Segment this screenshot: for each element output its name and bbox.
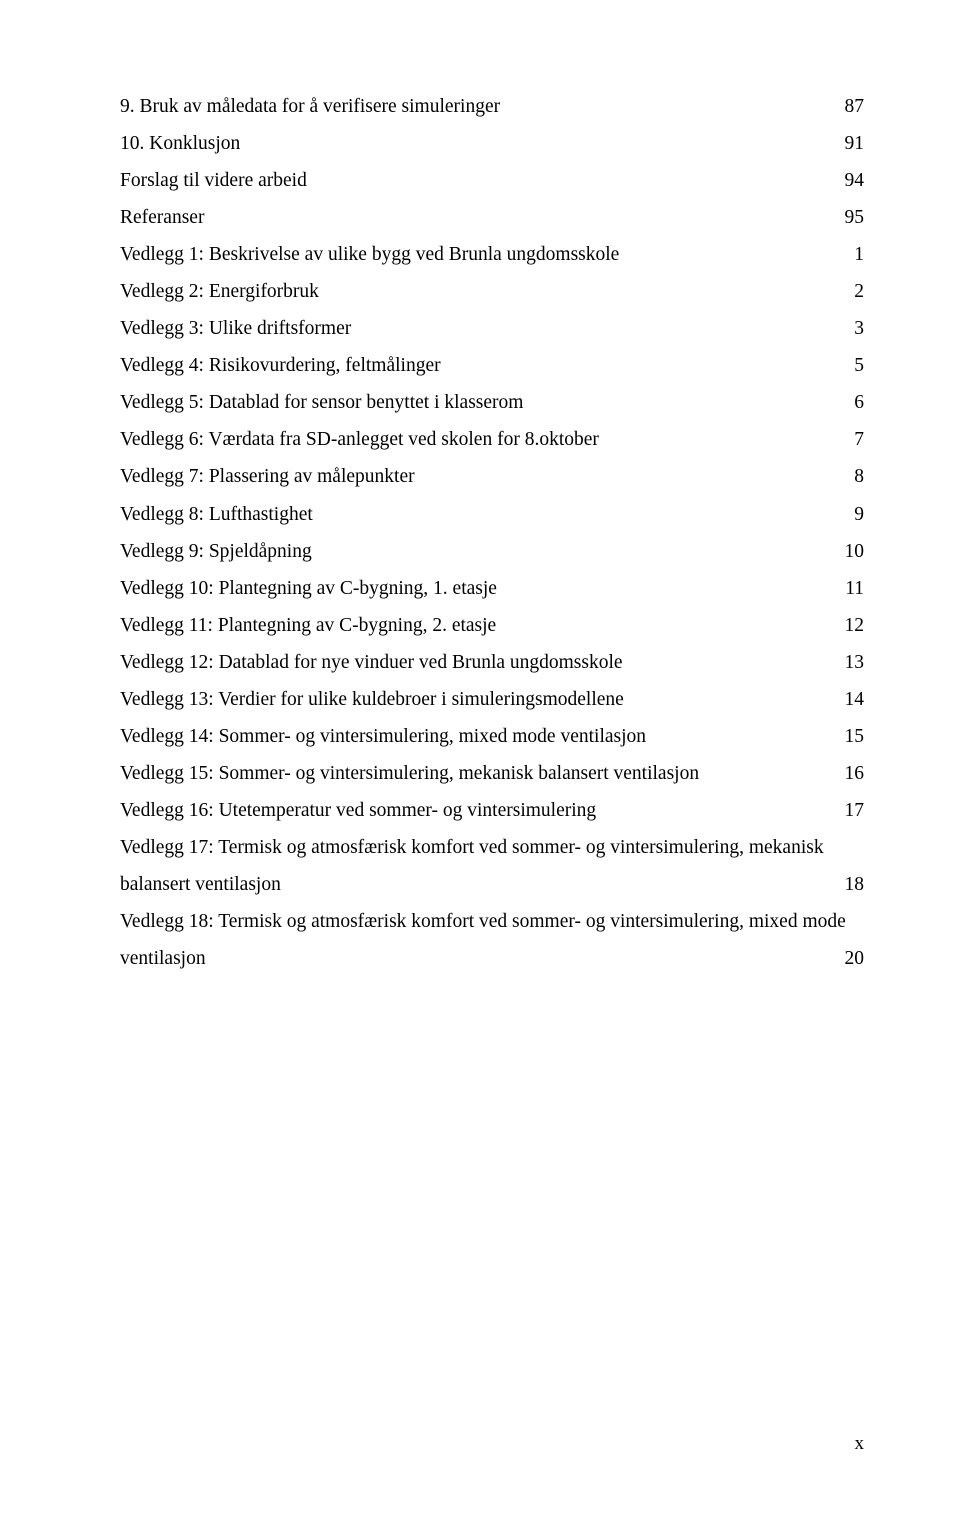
- toc-entry: Vedlegg 6: Værdata fra SD-anlegget ved s…: [120, 421, 864, 458]
- toc-entry: 10. Konklusjon 91: [120, 125, 864, 162]
- toc-entry: Referanser 95: [120, 199, 864, 236]
- toc-entry-page: 95: [845, 199, 865, 236]
- toc-entry-page: 14: [845, 681, 865, 718]
- toc-entry-label: Vedlegg 6: Værdata fra SD-anlegget ved s…: [120, 421, 599, 458]
- toc-entry: Vedlegg 14: Sommer- og vintersimulering,…: [120, 718, 864, 755]
- toc-entry-label: Vedlegg 7: Plassering av målepunkter: [120, 458, 415, 495]
- toc-entry: Vedlegg 13: Verdier for ulike kuldebroer…: [120, 681, 864, 718]
- toc-entry-label: Vedlegg 15: Sommer- og vintersimulering,…: [120, 755, 699, 792]
- toc-entry-label: Vedlegg 11: Plantegning av C-bygning, 2.…: [120, 607, 496, 644]
- toc-entry: Vedlegg 2: Energiforbruk 2: [120, 273, 864, 310]
- toc-entry-label-line1: Vedlegg 18: Termisk og atmosfærisk komfo…: [120, 903, 864, 940]
- toc-entry-label: Vedlegg 12: Datablad for nye vinduer ved…: [120, 644, 623, 681]
- toc-entry-label: Referanser: [120, 199, 204, 236]
- toc-entry: Vedlegg 3: Ulike driftsformer 3: [120, 310, 864, 347]
- toc-entry: Vedlegg 4: Risikovurdering, feltmålinger…: [120, 347, 864, 384]
- toc-entry-page: 20: [845, 940, 865, 977]
- toc-entry-page: 6: [854, 384, 864, 421]
- toc-entry: Vedlegg 7: Plassering av målepunkter 8: [120, 458, 864, 495]
- toc-entry-label: Vedlegg 4: Risikovurdering, feltmålinger: [120, 347, 441, 384]
- toc-entry-page: 12: [845, 607, 865, 644]
- toc-entry-page: 17: [845, 792, 865, 829]
- toc-entry-label: 10. Konklusjon: [120, 125, 240, 162]
- toc-entry-page: 7: [854, 421, 864, 458]
- toc-entry: Vedlegg 15: Sommer- og vintersimulering,…: [120, 755, 864, 792]
- toc-entry-page: 16: [845, 755, 865, 792]
- toc-entry-page: 9: [854, 496, 864, 533]
- toc-entry-page: 1: [854, 236, 864, 273]
- toc-entry-page: 10: [845, 533, 865, 570]
- toc-entry: Forslag til videre arbeid 94: [120, 162, 864, 199]
- page-number-footer: x: [855, 1433, 865, 1455]
- toc-page: 9. Bruk av måledata for å verifisere sim…: [0, 0, 960, 1515]
- toc-entry-page: 11: [845, 570, 864, 607]
- toc-entry-label: Vedlegg 14: Sommer- og vintersimulering,…: [120, 718, 646, 755]
- toc-entry-page: 15: [845, 718, 865, 755]
- toc-entry: Vedlegg 12: Datablad for nye vinduer ved…: [120, 644, 864, 681]
- toc-entry-page: 5: [854, 347, 864, 384]
- toc-list: 9. Bruk av måledata for å verifisere sim…: [120, 88, 864, 977]
- toc-entry-page: 18: [845, 866, 865, 903]
- toc-entry: Vedlegg 5: Datablad for sensor benyttet …: [120, 384, 864, 421]
- toc-entry-label: Forslag til videre arbeid: [120, 162, 307, 199]
- toc-entry-label: Vedlegg 1: Beskrivelse av ulike bygg ved…: [120, 236, 619, 273]
- toc-entry-label-line2: balansert ventilasjon: [120, 866, 281, 903]
- toc-entry: 9. Bruk av måledata for å verifisere sim…: [120, 88, 864, 125]
- toc-entry-page: 87: [845, 88, 865, 125]
- toc-entry-label-line1: Vedlegg 17: Termisk og atmosfærisk komfo…: [120, 829, 864, 866]
- toc-entry-label: Vedlegg 10: Plantegning av C-bygning, 1.…: [120, 570, 497, 607]
- toc-entry-page: 3: [854, 310, 864, 347]
- toc-entry-label: Vedlegg 9: Spjeldåpning: [120, 533, 312, 570]
- toc-entry-page: 13: [845, 644, 865, 681]
- toc-entry-label: Vedlegg 13: Verdier for ulike kuldebroer…: [120, 681, 624, 718]
- toc-entry: Vedlegg 10: Plantegning av C-bygning, 1.…: [120, 570, 864, 607]
- toc-entry: Vedlegg 8: Lufthastighet 9: [120, 496, 864, 533]
- toc-entry-page: 2: [854, 273, 864, 310]
- toc-entry-label: Vedlegg 16: Utetemperatur ved sommer- og…: [120, 792, 596, 829]
- toc-entry-label: Vedlegg 3: Ulike driftsformer: [120, 310, 351, 347]
- toc-entry-page: 8: [854, 458, 864, 495]
- toc-entry-multiline: Vedlegg 17: Termisk og atmosfærisk komfo…: [120, 829, 864, 903]
- toc-entry-page: 91: [845, 125, 865, 162]
- toc-entry: Vedlegg 1: Beskrivelse av ulike bygg ved…: [120, 236, 864, 273]
- toc-entry-label: 9. Bruk av måledata for å verifisere sim…: [120, 88, 500, 125]
- toc-entry-label: Vedlegg 2: Energiforbruk: [120, 273, 319, 310]
- toc-entry-multiline: Vedlegg 18: Termisk og atmosfærisk komfo…: [120, 903, 864, 977]
- toc-entry-label: Vedlegg 5: Datablad for sensor benyttet …: [120, 384, 523, 421]
- toc-entry: Vedlegg 11: Plantegning av C-bygning, 2.…: [120, 607, 864, 644]
- toc-entry: Vedlegg 9: Spjeldåpning 10: [120, 533, 864, 570]
- toc-entry: Vedlegg 16: Utetemperatur ved sommer- og…: [120, 792, 864, 829]
- toc-entry-label: Vedlegg 8: Lufthastighet: [120, 496, 313, 533]
- toc-entry-page: 94: [845, 162, 865, 199]
- toc-entry-label-line2: ventilasjon: [120, 940, 206, 977]
